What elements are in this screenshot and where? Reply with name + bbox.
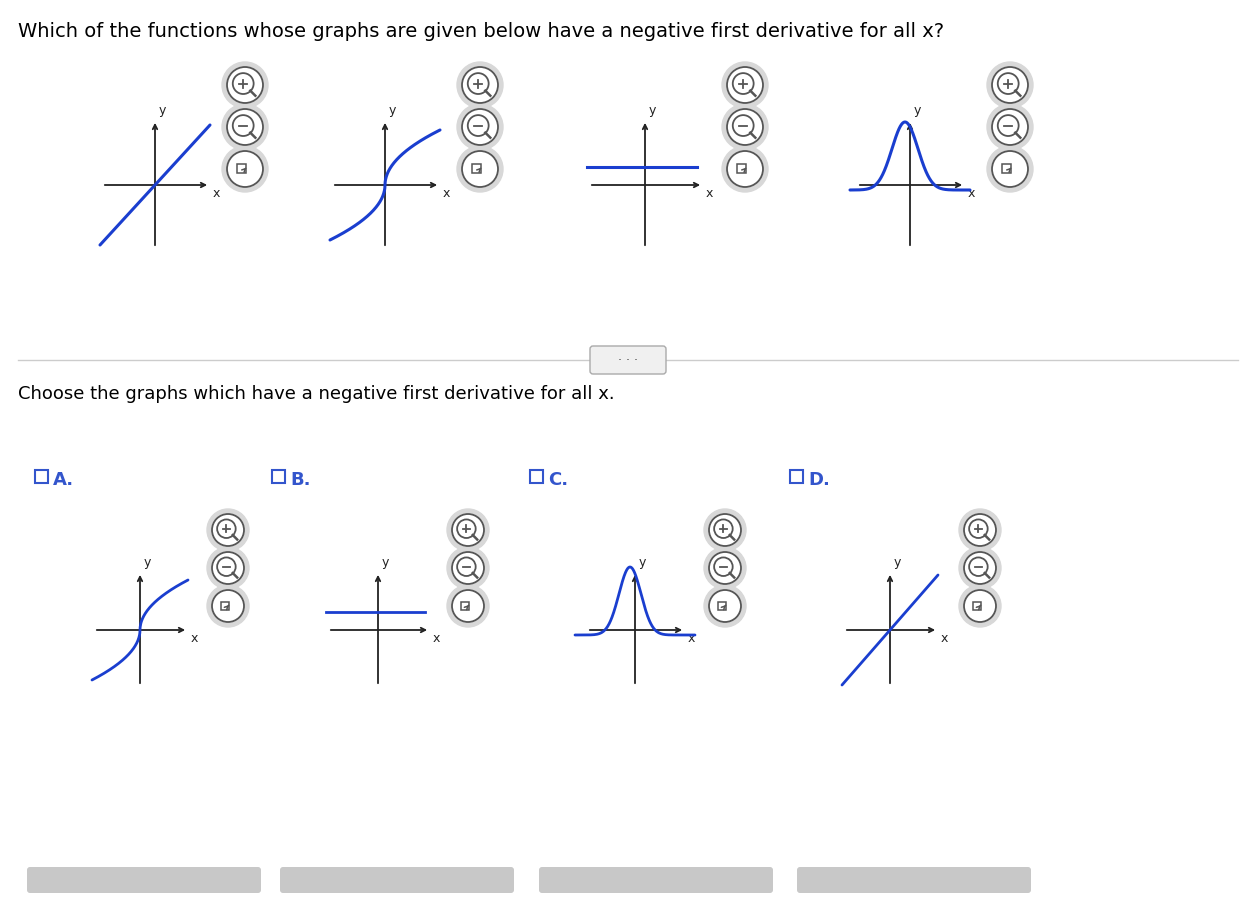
- FancyBboxPatch shape: [1002, 165, 1011, 173]
- Circle shape: [987, 62, 1032, 108]
- Circle shape: [222, 62, 268, 108]
- FancyBboxPatch shape: [280, 867, 514, 893]
- Circle shape: [222, 146, 268, 192]
- FancyBboxPatch shape: [590, 346, 666, 374]
- Circle shape: [227, 67, 263, 103]
- Circle shape: [207, 547, 249, 589]
- FancyBboxPatch shape: [718, 602, 726, 610]
- Circle shape: [452, 590, 484, 622]
- Circle shape: [462, 109, 497, 145]
- Circle shape: [727, 109, 762, 145]
- Circle shape: [452, 514, 484, 546]
- Circle shape: [212, 514, 244, 546]
- Text: y: y: [894, 556, 902, 569]
- Text: y: y: [914, 104, 922, 117]
- Text: B.: B.: [290, 471, 310, 489]
- FancyBboxPatch shape: [539, 867, 772, 893]
- FancyBboxPatch shape: [798, 867, 1031, 893]
- FancyBboxPatch shape: [221, 602, 229, 610]
- Circle shape: [207, 509, 249, 551]
- FancyBboxPatch shape: [737, 165, 746, 173]
- Text: C.: C.: [548, 471, 568, 489]
- FancyBboxPatch shape: [530, 470, 543, 483]
- Text: y: y: [144, 556, 152, 569]
- Text: x: x: [191, 632, 198, 645]
- Circle shape: [722, 146, 767, 192]
- FancyBboxPatch shape: [790, 470, 803, 483]
- FancyBboxPatch shape: [461, 602, 468, 610]
- Text: A.: A.: [53, 471, 74, 489]
- Text: x: x: [443, 187, 451, 200]
- Circle shape: [447, 547, 489, 589]
- Text: x: x: [688, 632, 696, 645]
- Circle shape: [727, 151, 762, 187]
- Circle shape: [965, 514, 996, 546]
- FancyBboxPatch shape: [973, 602, 981, 610]
- Circle shape: [222, 104, 268, 150]
- Circle shape: [457, 62, 502, 108]
- Circle shape: [987, 146, 1032, 192]
- Circle shape: [708, 590, 741, 622]
- Circle shape: [992, 67, 1027, 103]
- Circle shape: [207, 585, 249, 627]
- Circle shape: [708, 552, 741, 584]
- Circle shape: [212, 590, 244, 622]
- FancyBboxPatch shape: [237, 165, 246, 173]
- Circle shape: [705, 585, 746, 627]
- Text: y: y: [160, 104, 166, 117]
- Text: Choose the graphs which have a negative first derivative for all x.: Choose the graphs which have a negative …: [18, 385, 614, 403]
- Circle shape: [462, 67, 497, 103]
- Circle shape: [457, 146, 502, 192]
- Text: y: y: [389, 104, 397, 117]
- Circle shape: [965, 590, 996, 622]
- Circle shape: [452, 552, 484, 584]
- Text: y: y: [639, 556, 647, 569]
- Circle shape: [708, 514, 741, 546]
- Circle shape: [447, 509, 489, 551]
- Text: Which of the functions whose graphs are given below have a negative first deriva: Which of the functions whose graphs are …: [18, 22, 945, 41]
- Text: x: x: [941, 632, 948, 645]
- Circle shape: [722, 104, 767, 150]
- FancyBboxPatch shape: [35, 470, 48, 483]
- Text: x: x: [433, 632, 441, 645]
- Circle shape: [722, 62, 767, 108]
- Circle shape: [462, 151, 497, 187]
- Circle shape: [457, 104, 502, 150]
- Circle shape: [227, 109, 263, 145]
- FancyBboxPatch shape: [273, 470, 285, 483]
- FancyBboxPatch shape: [472, 165, 481, 173]
- Text: x: x: [968, 187, 976, 200]
- Circle shape: [447, 585, 489, 627]
- Text: x: x: [706, 187, 713, 200]
- Text: · · ·: · · ·: [618, 355, 638, 367]
- Circle shape: [992, 151, 1027, 187]
- Text: y: y: [649, 104, 657, 117]
- Text: D.: D.: [808, 471, 830, 489]
- Circle shape: [960, 547, 1001, 589]
- Circle shape: [960, 509, 1001, 551]
- Circle shape: [705, 547, 746, 589]
- Circle shape: [960, 585, 1001, 627]
- Circle shape: [987, 104, 1032, 150]
- Circle shape: [227, 151, 263, 187]
- Text: x: x: [214, 187, 220, 200]
- Circle shape: [705, 509, 746, 551]
- FancyBboxPatch shape: [26, 867, 261, 893]
- Text: y: y: [382, 556, 389, 569]
- Circle shape: [727, 67, 762, 103]
- Circle shape: [992, 109, 1027, 145]
- Circle shape: [965, 552, 996, 584]
- Circle shape: [212, 552, 244, 584]
